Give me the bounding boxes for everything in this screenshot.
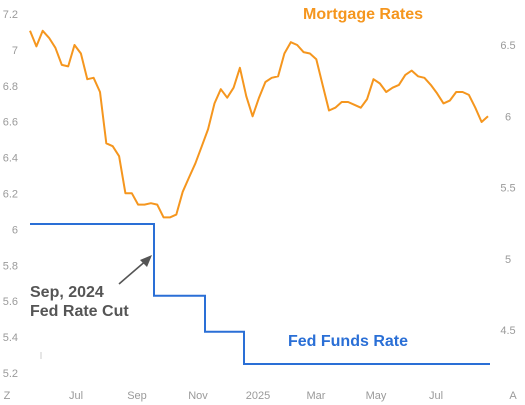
annotation-line-2: Fed Rate Cut (30, 303, 129, 320)
left-axis-tick-label: 5.4 (3, 332, 18, 344)
right-axis-tick-label: 4.5 (500, 325, 515, 337)
annotation-arrow-head (140, 255, 152, 267)
fed-funds-rate-label: Fed Funds Rate (288, 333, 408, 350)
x-axis-tick-label: May (366, 390, 387, 402)
left-axis-tick-label: 6 (12, 224, 18, 236)
left-axis-tick-label: 7.2 (3, 9, 18, 21)
left-axis-tick-label: 6.2 (3, 189, 18, 201)
right-axis-tick-label: 6 (505, 111, 511, 123)
x-axis-tick-label: 2025 (246, 390, 270, 402)
annotation-line-1: Sep, 2024 (30, 284, 104, 301)
x-axis-tick-label: Jul (429, 390, 443, 402)
fed-funds-rate-line (30, 223, 490, 365)
left-axis-tick-label: 5.2 (3, 368, 18, 380)
mortgage-rates-label: Mortgage Rates (303, 6, 423, 23)
x-axis-tick-label: Nov (188, 390, 208, 402)
left-axis-end-label: Z (4, 390, 11, 402)
right-axis-end-label: A (509, 390, 517, 402)
left-axis-tick-label: 6.4 (3, 153, 18, 165)
left-axis-tick-label: 7 (12, 45, 18, 57)
mortgage-rates-line (29, 29, 489, 219)
x-axis-tick-label: Mar (307, 390, 326, 402)
left-axis-tick-label: 6.8 (3, 81, 18, 93)
left-axis-tick-label: 6.6 (3, 117, 18, 129)
left-axis-tick-label: 5.8 (3, 260, 18, 272)
x-axis-tick-label: Sep (127, 390, 147, 402)
x-axis-tick-label: Jul (69, 390, 83, 402)
right-axis-tick-label: 5 (505, 254, 511, 266)
left-axis-tick-label: 5.6 (3, 296, 18, 308)
right-axis-tick-label: 6.5 (500, 40, 515, 52)
right-axis-tick-label: 5.5 (500, 183, 515, 195)
